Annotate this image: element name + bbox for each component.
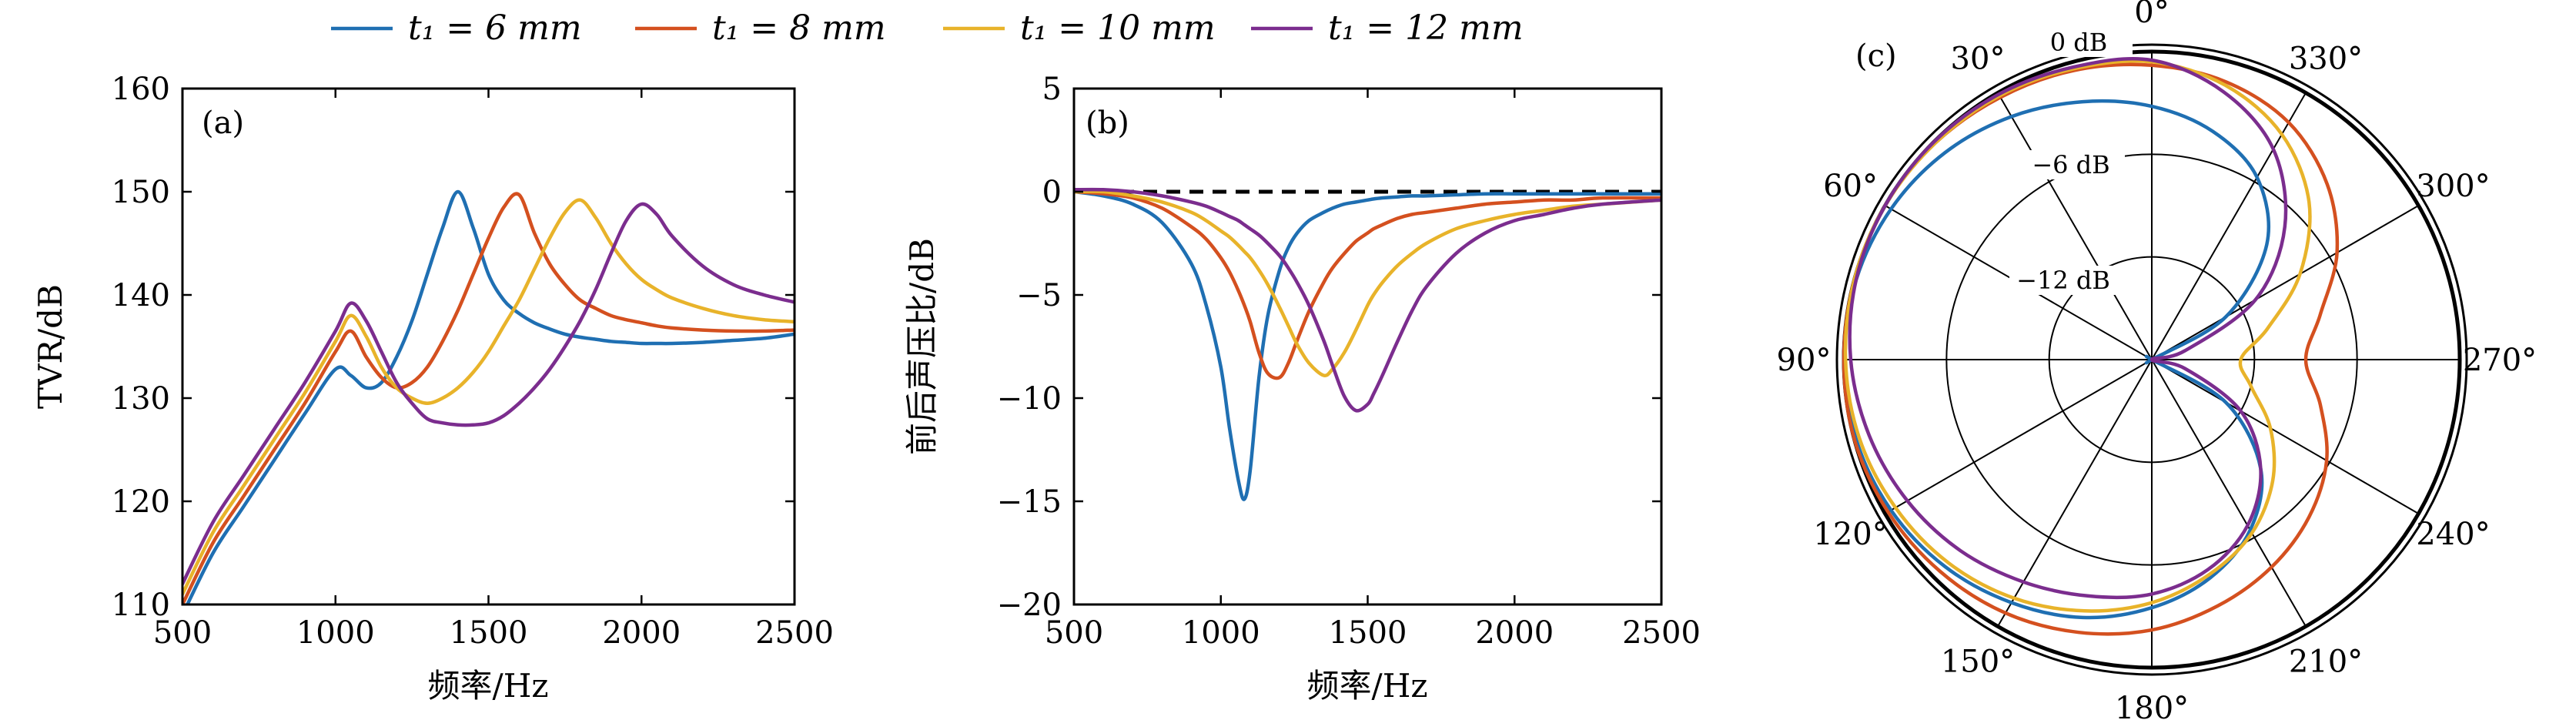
panel-a-series-3 xyxy=(182,202,795,586)
panel-a-x-tick-label-0: 500 xyxy=(153,615,212,651)
panel-c-angle-label-10: 300° xyxy=(2416,169,2490,204)
panel-a-y-tick-label-1: 120 xyxy=(112,484,170,520)
panel-b-ticks: 500 1000 1500 2000 2500 −20 −15 −10 −5 0 5 xyxy=(997,72,1701,651)
panel-b-series-2 xyxy=(1074,189,1661,377)
panel-b-label: (b) xyxy=(1086,105,1129,141)
panel-c-series-2 xyxy=(1843,59,2312,613)
panel-a-y-tick-label-5: 160 xyxy=(112,72,170,107)
panel-b-x-tick-label-4: 2500 xyxy=(1622,615,1701,651)
panel-a-x-axis-label: 频率/Hz xyxy=(428,667,549,705)
panel-b-x-tick-label-1: 1000 xyxy=(1182,615,1260,651)
panel-b-series-1 xyxy=(1074,189,1661,380)
panel-a-x-tick-label-4: 2500 xyxy=(755,615,834,651)
panel-c-angle-label-8: 240° xyxy=(2416,517,2490,552)
panel-c-r-tick-label-2: −12 dB xyxy=(2016,266,2110,295)
panel-b-y-tick-label-1: −15 xyxy=(997,484,1062,520)
panel-a-series-0 xyxy=(185,189,795,604)
panel-c-angle-label-3: 90° xyxy=(1777,343,1832,378)
panel-c-curves xyxy=(1842,56,2340,636)
panel-c-spoke-11 xyxy=(2151,92,2307,360)
panel-c-outer-ring-2 xyxy=(1835,43,2468,676)
panel-b-x-tick-label-3: 2000 xyxy=(1475,615,1554,651)
panel-c-angle-label-2: 60° xyxy=(1823,169,1878,204)
panel-b-curves xyxy=(1074,187,1661,501)
panel-b-series-0 xyxy=(1074,189,1661,501)
panel-b-y-tick-label-4: 0 xyxy=(1042,175,1062,210)
panel-c-angle-label-5: 150° xyxy=(1941,644,2015,679)
panel-c-polar-directivity: 0 dB −6 dB −12 dB 0° 30° 60° 90° 120° 150° 180° 2… xyxy=(1777,0,2538,720)
panel-b-axes-frame xyxy=(1072,87,1663,606)
panel-c-spoke-5 xyxy=(1997,359,2153,627)
panel-c-series-3 xyxy=(1848,56,2288,600)
panel-c-angle-label-6: 180° xyxy=(2115,691,2189,720)
legend-label-2: t₁ = 10 mm xyxy=(1020,8,1216,48)
panel-a-series-2 xyxy=(182,198,795,596)
panel-a-series-1 xyxy=(182,192,795,604)
panel-b-series-3 xyxy=(1074,187,1661,413)
panel-a-y-tick-label-4: 150 xyxy=(112,175,170,210)
panel-c-grid: 0 dB −6 dB −12 dB xyxy=(1835,28,2468,676)
panel-b-y-tick-label-5: 5 xyxy=(1042,72,1062,107)
panel-c-angle-label-11: 330° xyxy=(2289,42,2363,77)
panel-a-label: (a) xyxy=(202,105,244,141)
panel-c-r-tick-label-1: −6 dB xyxy=(2032,150,2109,179)
panel-c-label: (c) xyxy=(1855,39,1897,74)
legend-label-1: t₁ = 8 mm xyxy=(712,8,886,48)
panel-c-angle-label-7: 210° xyxy=(2289,644,2363,679)
panel-a-y-tick-label-0: 110 xyxy=(112,588,170,623)
panel-b-x-axis-label: 频率/Hz xyxy=(1307,667,1428,705)
panel-b-pressure-ratio-chart: 500 1000 1500 2000 2500 −20 −15 −10 −5 0 5 (b) 频率/… xyxy=(903,72,1701,705)
panel-a-ticks: 500 1000 1500 2000 2500 110 120 130 140 150 160 xyxy=(112,72,834,651)
panel-b-x-tick-label-0: 500 xyxy=(1045,615,1103,651)
panel-c-series-0 xyxy=(1842,99,2270,620)
panel-c-r-label-bg-2 xyxy=(2009,266,2117,295)
panel-a-x-tick-label-2: 1500 xyxy=(450,615,528,651)
panel-c-r-label-bg-0 xyxy=(2025,28,2133,57)
panel-b-y-tick-label-0: −20 xyxy=(997,588,1062,623)
panel-b-y-tick-label-3: −5 xyxy=(1016,278,1062,313)
panel-c-angle-labels: 0° 30° 60° 90° 120° 150° 180° 210° 240° 270° 300° 3… xyxy=(1777,0,2538,720)
panel-a-axes-frame xyxy=(181,87,796,606)
panel-a-y-tick-label-3: 140 xyxy=(112,278,170,313)
panel-c-spoke-4 xyxy=(1885,359,2153,514)
panel-c-r-tick-label-0: 0 dB xyxy=(2050,28,2108,57)
legend: t₁ = 6 mm t₁ = 8 mm t₁ = 10 mm t₁ = 12 m… xyxy=(331,8,1524,48)
panel-a-y-tick-label-2: 130 xyxy=(112,381,170,417)
panel-a-tvr-chart: 500 1000 1500 2000 2500 110 120 130 140 150 160 (a… xyxy=(32,72,834,705)
panel-c-angle-label-4: 120° xyxy=(1813,517,1887,552)
panel-c-spoke-1 xyxy=(1997,92,2153,360)
panel-c-spoke-10 xyxy=(2151,205,2419,360)
panel-c-spoke-8 xyxy=(2151,359,2419,514)
panel-b-y-axis-label: 前后声压比/dB xyxy=(903,238,941,455)
panel-c-spoke-7 xyxy=(2151,359,2307,627)
panel-c-angle-label-1: 30° xyxy=(1951,42,2006,77)
panel-b-x-tick-label-2: 1500 xyxy=(1329,615,1407,651)
panel-c-r-label-bg-1 xyxy=(2017,150,2125,179)
panel-a-y-axis-label: TVR/dB xyxy=(32,284,69,409)
panel-c-angle-label-9: 270° xyxy=(2463,343,2537,378)
panel-a-curves xyxy=(182,189,795,604)
panel-b-y-tick-label-2: −10 xyxy=(997,381,1062,417)
panel-a-x-tick-label-1: 1000 xyxy=(296,615,375,651)
panel-c-angle-label-0: 0° xyxy=(2134,0,2169,30)
legend-label-0: t₁ = 6 mm xyxy=(408,8,582,48)
legend-label-3: t₁ = 12 mm xyxy=(1328,8,1524,48)
panel-a-x-tick-label-3: 2000 xyxy=(602,615,681,651)
